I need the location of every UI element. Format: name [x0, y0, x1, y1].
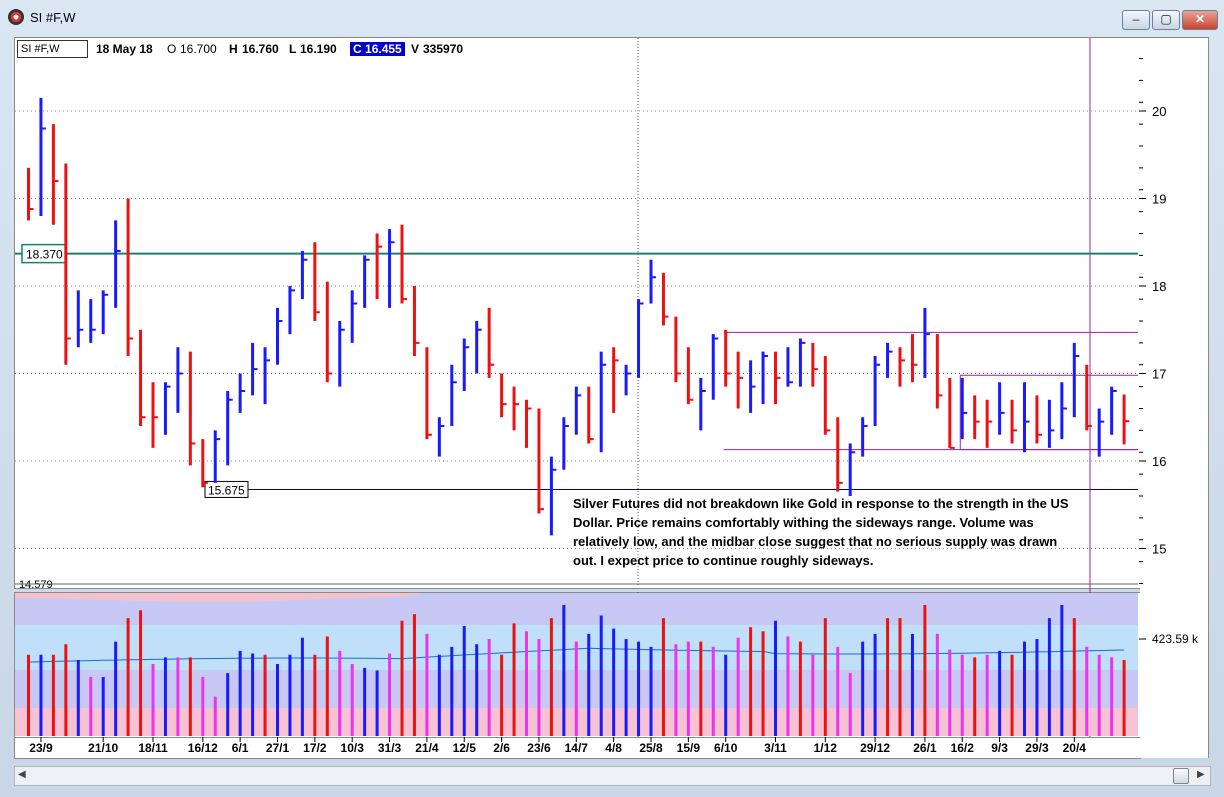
scroll-thumb[interactable] — [1173, 768, 1189, 784]
date-tick-label: 14/7 — [565, 741, 589, 755]
price-tick-label: 18 — [1152, 279, 1166, 294]
date-tick-label: 3/11 — [764, 741, 787, 755]
maximize-button[interactable]: ▢ — [1152, 10, 1180, 30]
price-tick-label: 15 — [1152, 542, 1166, 557]
support-label: 15.675 — [208, 483, 245, 497]
volume-scale-label: 423.59 k — [1152, 632, 1199, 646]
low-value: 16.190 — [300, 42, 337, 56]
price-tick-label: 16 — [1152, 454, 1166, 469]
date-tick-label: 10/3 — [341, 741, 365, 755]
support-label-box — [204, 480, 249, 498]
date-tick-label: 12/5 — [453, 741, 477, 755]
volume-band-top — [15, 593, 420, 602]
date-tick-label: 29/3 — [1025, 741, 1049, 755]
price-axis — [1140, 37, 1209, 758]
date-tick-label: 20/4 — [1063, 741, 1087, 755]
date-tick-label: 18/11 — [138, 741, 168, 755]
date-tick-label: 16/2 — [951, 741, 975, 755]
date-tick-label: 23/6 — [527, 741, 551, 755]
minimize-button[interactable]: – — [1122, 10, 1150, 30]
volume-value: 335970 — [423, 42, 464, 56]
volume-label: V — [411, 42, 420, 56]
date-tick-label: 26/1 — [913, 741, 937, 755]
close-button[interactable]: ✕ — [1182, 10, 1218, 30]
scroll-right-icon[interactable]: ▶ — [1197, 769, 1205, 780]
date-tick-label: 4/8 — [605, 741, 622, 755]
date-tick-label: 17/2 — [303, 741, 327, 755]
price-bottom-label: 14.579 — [19, 579, 53, 591]
date-tick-label: 16/12 — [188, 741, 218, 755]
date-tick-label: 31/3 — [378, 741, 402, 755]
bar-date: 18 May 18 — [96, 42, 153, 56]
symbol-box[interactable]: SI #F,W — [17, 40, 88, 58]
high-value: 16.760 — [242, 42, 279, 56]
date-tick-label: 21/10 — [88, 741, 118, 755]
price-tick-label: 17 — [1152, 367, 1166, 382]
date-tick-label: 21/4 — [415, 741, 439, 755]
date-tick-label: 6/1 — [232, 741, 249, 755]
date-tick-label: 2/6 — [493, 741, 510, 755]
horizontal-scrollbar[interactable]: ◀ ▶ — [14, 766, 1211, 786]
open-label: O — [167, 42, 177, 56]
date-tick-label: 15/9 — [677, 741, 701, 755]
date-tick-label: 23/9 — [29, 741, 53, 755]
resistance-label: 18.370 — [26, 248, 63, 262]
open-value: 16.700 — [180, 42, 217, 56]
date-tick-label: 9/3 — [991, 741, 1008, 755]
high-label: H — [229, 42, 238, 56]
date-tick-label: 1/12 — [814, 741, 838, 755]
date-tick-label: 6/10 — [714, 741, 738, 755]
analysis-note: Silver Futures did not breakdown like Go… — [573, 496, 1069, 568]
price-tick-label: 20 — [1152, 104, 1166, 119]
date-tick-label: 29/12 — [860, 741, 890, 755]
date-tick-label: 27/1 — [266, 741, 290, 755]
scroll-left-icon[interactable]: ◀ — [18, 769, 26, 780]
window-title: SI #F,W — [30, 10, 76, 25]
title-bar[interactable]: SI #F,W – ▢ ✕ — [0, 0, 1224, 34]
low-label: L — [289, 42, 297, 56]
price-tick-label: 19 — [1152, 192, 1166, 207]
close-value: 16.455 — [365, 42, 402, 56]
price-pane[interactable] — [14, 37, 1141, 589]
close-label: C — [353, 42, 362, 56]
date-tick-label: 25/8 — [639, 741, 663, 755]
close-value-badge: C 16.455 — [350, 42, 405, 56]
app-icon — [8, 9, 24, 25]
